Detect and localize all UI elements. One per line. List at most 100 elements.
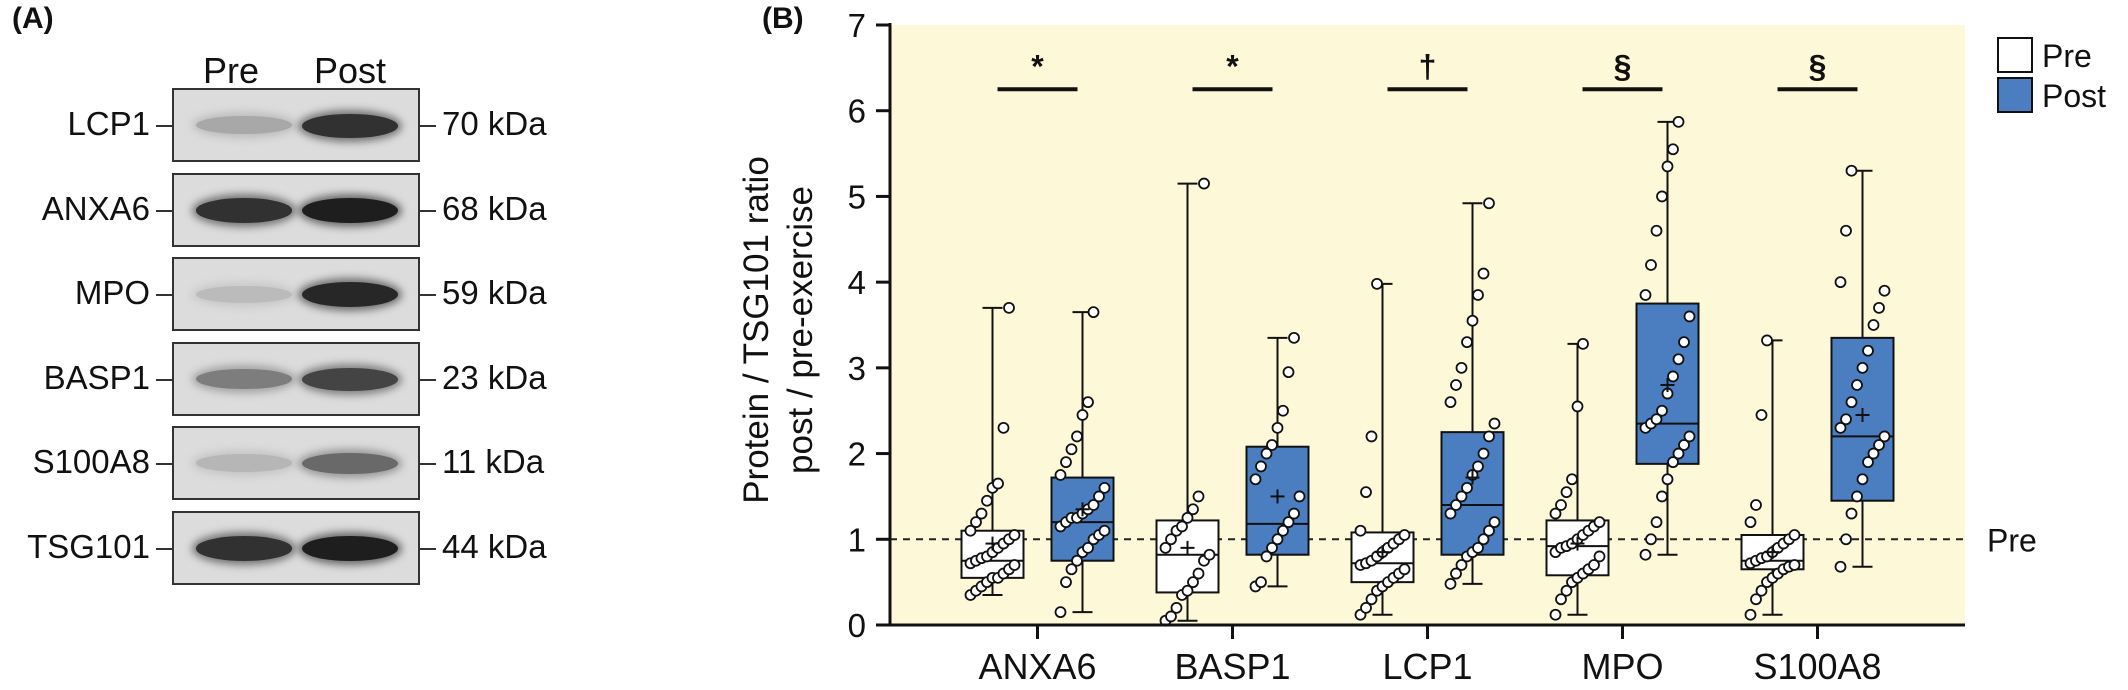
data-point bbox=[1555, 499, 1567, 511]
data-point bbox=[964, 524, 977, 537]
data-point bbox=[1277, 524, 1289, 537]
legend-swatch-pre bbox=[1997, 37, 2033, 73]
data-point bbox=[1678, 439, 1690, 451]
blot-strip bbox=[172, 426, 420, 500]
data-point bbox=[1181, 584, 1194, 597]
data-point bbox=[1444, 577, 1457, 590]
data-point bbox=[1862, 344, 1874, 357]
data-point bbox=[1260, 447, 1273, 460]
y-tick-label: 5 bbox=[848, 178, 866, 215]
data-point bbox=[1593, 516, 1606, 529]
x-tick-label: S100A8 bbox=[1753, 646, 1881, 687]
data-point bbox=[1365, 430, 1378, 443]
data-point bbox=[1472, 541, 1484, 554]
data-point bbox=[1744, 608, 1757, 621]
data-point bbox=[1060, 456, 1072, 469]
data-point bbox=[1008, 529, 1021, 541]
data-point bbox=[1483, 197, 1495, 210]
data-point bbox=[1656, 404, 1668, 417]
data-point bbox=[1472, 289, 1484, 301]
data-point bbox=[1192, 567, 1205, 580]
panel-a-label: (A) bbox=[12, 2, 54, 35]
data-point bbox=[1867, 447, 1880, 460]
blot-tick-right bbox=[420, 209, 436, 212]
data-point bbox=[1560, 486, 1573, 499]
data-point bbox=[1862, 456, 1874, 469]
data-point bbox=[1571, 400, 1584, 413]
x-tick-label: BASP1 bbox=[1174, 646, 1290, 687]
data-point bbox=[1461, 481, 1473, 494]
band-post bbox=[302, 535, 398, 562]
data-point bbox=[1488, 417, 1501, 430]
data-point bbox=[1878, 284, 1891, 297]
x-tick-label: LCP1 bbox=[1382, 646, 1472, 687]
blot-row-label: BASP1 bbox=[43, 358, 150, 396]
data-point bbox=[1845, 164, 1858, 177]
y-tick-label: 1 bbox=[848, 521, 866, 558]
data-point bbox=[1788, 529, 1801, 541]
data-point bbox=[1450, 379, 1462, 391]
blot-row-label: ANXA6 bbox=[41, 189, 150, 227]
data-point bbox=[1549, 507, 1562, 520]
data-point bbox=[1455, 559, 1468, 571]
data-point bbox=[1277, 404, 1289, 417]
data-point bbox=[1667, 456, 1679, 469]
data-point bbox=[1266, 439, 1278, 451]
data-point bbox=[1683, 430, 1696, 443]
blot-row-kda: 23 kDa bbox=[442, 358, 547, 396]
blot-tick-left bbox=[156, 547, 172, 550]
blot-row-kda: 11 kDa bbox=[442, 443, 545, 480]
data-point bbox=[1093, 490, 1105, 503]
data-point bbox=[1444, 396, 1457, 409]
data-point bbox=[1444, 507, 1457, 520]
data-point bbox=[1867, 319, 1880, 331]
data-point bbox=[1360, 486, 1372, 499]
blot-tick-left bbox=[156, 378, 172, 381]
data-point bbox=[1845, 507, 1858, 520]
data-point bbox=[981, 494, 993, 507]
data-point bbox=[1082, 396, 1094, 409]
y-tick-label: 7 bbox=[848, 7, 866, 44]
legend-label-post: Post bbox=[2042, 78, 2106, 114]
data-point bbox=[1271, 533, 1284, 546]
blot-strip bbox=[172, 341, 420, 416]
data-point bbox=[1683, 310, 1696, 323]
data-point bbox=[1192, 490, 1205, 503]
data-point bbox=[1477, 533, 1490, 546]
data-point bbox=[1003, 301, 1015, 314]
blot-strip bbox=[172, 88, 420, 162]
legend-swatch-post bbox=[1997, 77, 2033, 113]
blot-tick-left bbox=[156, 209, 172, 212]
y-axis-label-line1: Protein / TSG101 ratio bbox=[737, 156, 776, 504]
data-point bbox=[1477, 447, 1490, 460]
blot-row-label: MPO bbox=[74, 274, 150, 311]
data-point bbox=[1461, 336, 1473, 349]
data-point bbox=[1650, 516, 1663, 529]
significance-marker: § bbox=[1809, 48, 1827, 84]
data-point bbox=[1255, 460, 1267, 473]
data-point bbox=[1071, 554, 1083, 567]
data-point bbox=[1483, 430, 1495, 443]
data-point bbox=[1840, 533, 1852, 546]
data-point bbox=[1639, 548, 1652, 561]
blot-row-label: S100A8 bbox=[32, 443, 150, 480]
data-point bbox=[1282, 366, 1295, 379]
data-point bbox=[1398, 563, 1411, 576]
data-point bbox=[1555, 593, 1567, 606]
blot-tick-right bbox=[420, 547, 436, 550]
data-point bbox=[1098, 481, 1111, 494]
data-point bbox=[1678, 336, 1690, 349]
data-point bbox=[1593, 550, 1606, 563]
data-point bbox=[1750, 499, 1762, 511]
data-point bbox=[1170, 601, 1183, 614]
y-tick-label: 2 bbox=[848, 436, 866, 473]
data-point bbox=[1159, 541, 1172, 554]
data-point bbox=[1661, 473, 1674, 486]
data-point bbox=[1483, 524, 1495, 537]
blot-row-kda: 70 kDa bbox=[442, 105, 547, 142]
data-point bbox=[1008, 559, 1021, 571]
y-tick-label: 0 bbox=[848, 607, 866, 644]
data-point bbox=[1577, 337, 1589, 350]
